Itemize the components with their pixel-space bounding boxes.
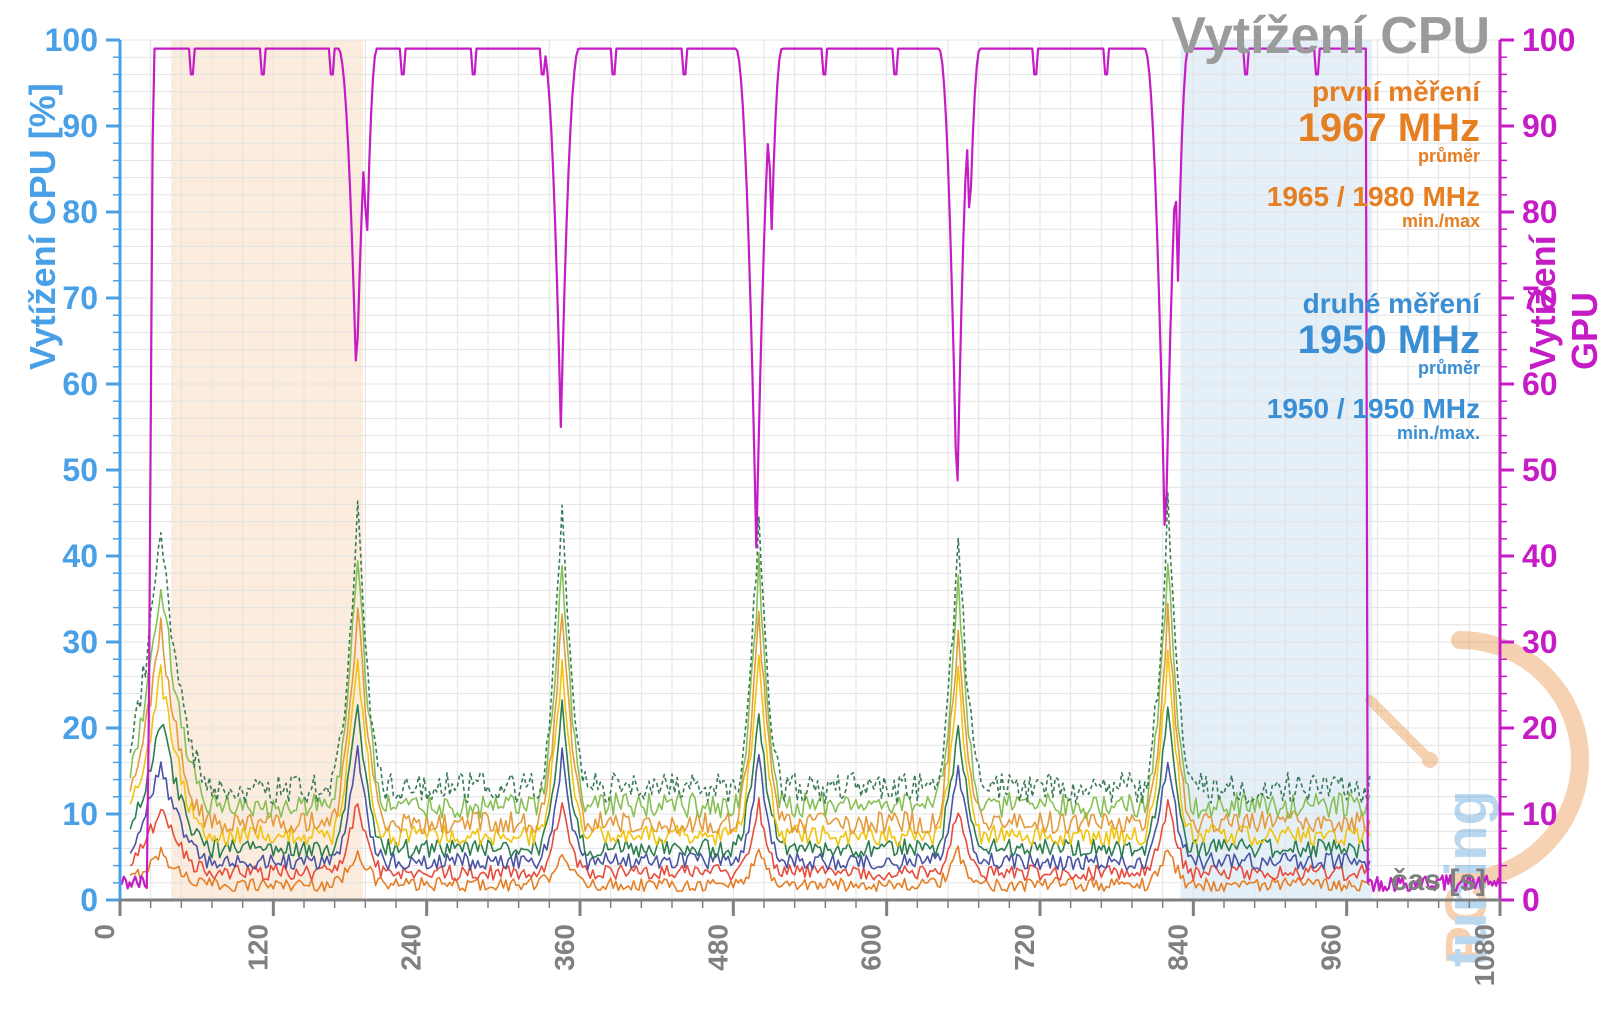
svg-text:80: 80 (62, 194, 98, 230)
svg-text:70: 70 (62, 280, 98, 316)
svg-text:1080: 1080 (1469, 924, 1500, 986)
svg-text:0: 0 (1522, 882, 1540, 918)
svg-text:240: 240 (396, 924, 427, 971)
cpu-gpu-utilization-chart: PCtuning01020304050607080901000102030405… (0, 0, 1600, 1009)
svg-text:70: 70 (1522, 280, 1558, 316)
svg-text:50: 50 (1522, 452, 1558, 488)
svg-text:20: 20 (1522, 710, 1558, 746)
svg-text:600: 600 (856, 924, 887, 971)
svg-text:20: 20 (62, 710, 98, 746)
svg-text:50: 50 (62, 452, 98, 488)
svg-text:0: 0 (80, 882, 98, 918)
svg-text:120: 120 (242, 924, 273, 971)
svg-text:960: 960 (1316, 924, 1347, 971)
svg-text:30: 30 (1522, 624, 1558, 660)
svg-text:100: 100 (45, 22, 98, 58)
svg-text:40: 40 (1522, 538, 1558, 574)
svg-text:10: 10 (1522, 796, 1558, 832)
svg-text:90: 90 (1522, 108, 1558, 144)
svg-text:60: 60 (62, 366, 98, 402)
svg-text:10: 10 (62, 796, 98, 832)
svg-text:0: 0 (89, 924, 120, 940)
svg-text:100: 100 (1522, 22, 1575, 58)
svg-text:80: 80 (1522, 194, 1558, 230)
svg-text:720: 720 (1009, 924, 1040, 971)
svg-text:840: 840 (1162, 924, 1193, 971)
chart-svg: PCtuning01020304050607080901000102030405… (0, 0, 1600, 1009)
svg-text:480: 480 (702, 924, 733, 971)
svg-text:30: 30 (62, 624, 98, 660)
svg-text:360: 360 (549, 924, 580, 971)
svg-text:90: 90 (62, 108, 98, 144)
svg-text:60: 60 (1522, 366, 1558, 402)
svg-text:40: 40 (62, 538, 98, 574)
